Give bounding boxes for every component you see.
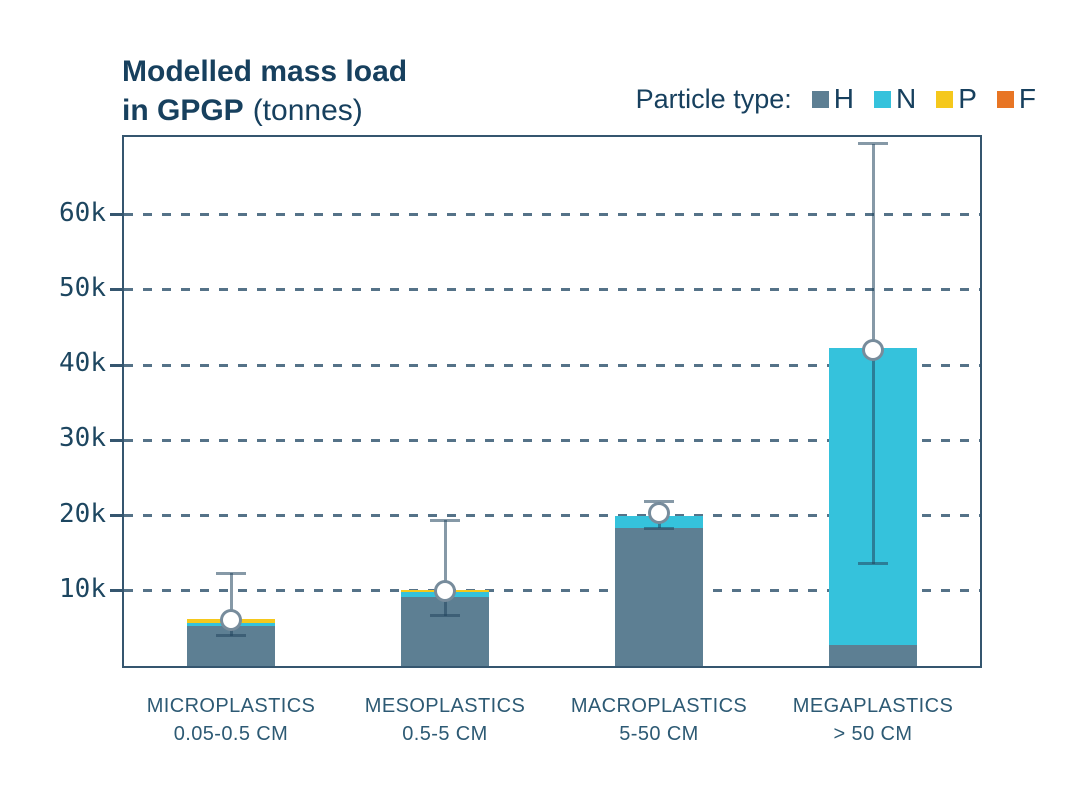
gridline bbox=[124, 213, 980, 216]
error-bar-cap-top bbox=[644, 500, 674, 504]
category-label-name: MESOPLASTICS bbox=[364, 695, 526, 717]
legend-item-P: P bbox=[936, 83, 977, 115]
legend: Particle type: H N P F bbox=[636, 83, 1036, 115]
y-tick-mark bbox=[110, 589, 122, 593]
error-marker bbox=[862, 338, 884, 361]
category-label-name: MEGAPLASTICS bbox=[792, 695, 954, 717]
error-marker bbox=[434, 579, 456, 602]
legend-swatch-H bbox=[811, 90, 829, 108]
y-tick-mark bbox=[110, 363, 122, 367]
legend-item-H: H bbox=[811, 83, 854, 115]
legend-item-label: N bbox=[895, 83, 917, 114]
y-tick-label: 10k bbox=[59, 573, 106, 604]
error-bar-cap-bottom bbox=[644, 526, 674, 530]
category-label: MESOPLASTICS 0.5-5 CM bbox=[325, 692, 565, 748]
bar-segment-H bbox=[615, 528, 703, 666]
y-tick-mark bbox=[110, 288, 122, 292]
y-axis-labels: 10k 20k 30k 40k 50k 60k bbox=[0, 135, 106, 668]
y-tick-label: 30k bbox=[59, 423, 106, 454]
category-label: MICROPLASTICS 0.05-0.5 CM bbox=[111, 692, 351, 748]
y-tick-mark bbox=[110, 213, 122, 216]
page-title: Modelled mass load in GPGP (tonnes) bbox=[122, 52, 407, 130]
y-tick-mark bbox=[110, 438, 122, 442]
legend-item-F: F bbox=[996, 83, 1036, 115]
gridline bbox=[124, 288, 980, 292]
error-marker bbox=[220, 609, 242, 632]
y-tick-mark bbox=[110, 514, 122, 517]
legend-item-label: F bbox=[1018, 83, 1036, 114]
error-marker bbox=[648, 502, 670, 525]
error-bar-cap-top bbox=[430, 518, 460, 522]
category-label-size: 5-50 CM bbox=[619, 723, 699, 745]
gridline bbox=[124, 589, 980, 593]
y-tick-label: 60k bbox=[59, 197, 106, 228]
legend-item-N: N bbox=[873, 83, 917, 115]
title-line-2: in GPGP (tonnes) bbox=[122, 94, 363, 127]
y-tick-label: 50k bbox=[59, 272, 106, 303]
category-label-size: > 50 CM bbox=[833, 723, 913, 745]
category-label-name: MACROPLASTICS bbox=[570, 695, 748, 717]
legend-swatch-F bbox=[996, 90, 1014, 108]
plot-area bbox=[110, 135, 982, 668]
title-unit: (tonnes) bbox=[252, 94, 363, 127]
error-bar-cap-bottom bbox=[858, 562, 888, 566]
legend-swatch-P bbox=[936, 90, 954, 108]
error-bar-cap-top bbox=[858, 142, 888, 146]
category-label-name: MICROPLASTICS bbox=[146, 695, 316, 717]
title-line-1: Modelled mass load bbox=[122, 55, 408, 88]
legend-item-label: P bbox=[958, 83, 977, 114]
category-label-size: 0.05-0.5 CM bbox=[173, 723, 289, 745]
legend-swatch-N bbox=[873, 90, 891, 108]
error-bar-line bbox=[443, 520, 447, 616]
legend-label: Particle type: bbox=[635, 83, 792, 114]
bar-segment-H bbox=[829, 644, 917, 666]
category-label: MEGAPLASTICS > 50 CM bbox=[753, 692, 993, 748]
gridline bbox=[124, 363, 980, 367]
error-bar-cap-bottom bbox=[216, 634, 246, 638]
y-tick-label: 20k bbox=[59, 498, 106, 529]
gridline bbox=[124, 514, 980, 517]
gridline bbox=[124, 438, 980, 442]
y-tick-label: 40k bbox=[59, 348, 106, 378]
category-label: MACROPLASTICS 5-50 CM bbox=[539, 692, 779, 748]
error-bar-line bbox=[229, 573, 233, 636]
error-bar-cap-bottom bbox=[430, 614, 460, 618]
legend-item-label: H bbox=[833, 83, 854, 114]
error-bar-cap-top bbox=[216, 571, 246, 575]
category-label-size: 0.5-5 CM bbox=[402, 723, 488, 745]
